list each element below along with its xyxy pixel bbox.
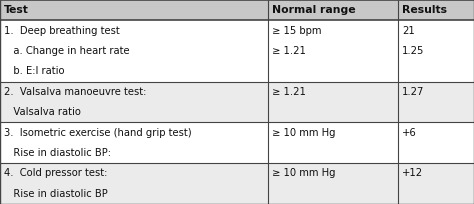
Text: Rise in diastolic BP: Rise in diastolic BP [4,189,108,199]
Text: Test: Test [4,5,28,15]
Text: 1.25: 1.25 [402,46,424,56]
Bar [0,163,474,204]
Text: ≥ 15 bpm: ≥ 15 bpm [272,26,321,36]
Text: ≥ 10 mm Hg: ≥ 10 mm Hg [272,128,335,138]
Bar [0,82,474,122]
Text: Normal range: Normal range [272,5,355,15]
Text: Rise in diastolic BP:: Rise in diastolic BP: [4,148,111,158]
Text: 1.  Deep breathing test: 1. Deep breathing test [4,26,119,36]
Text: Results: Results [402,5,447,15]
Text: b. E:I ratio: b. E:I ratio [4,66,64,76]
Bar [0,122,474,163]
Text: ≥ 10 mm Hg: ≥ 10 mm Hg [272,168,335,178]
Text: +12: +12 [402,168,423,178]
Text: 4.  Cold pressor test:: 4. Cold pressor test: [4,168,107,178]
Text: 3.  Isometric exercise (hand grip test): 3. Isometric exercise (hand grip test) [4,128,191,138]
Bar [0,0,474,20]
Bar [0,20,474,82]
Text: 21: 21 [402,26,415,36]
Text: +6: +6 [402,128,417,138]
Text: 2.  Valsalva manoeuvre test:: 2. Valsalva manoeuvre test: [4,87,146,97]
Text: a. Change in heart rate: a. Change in heart rate [4,46,129,56]
Text: ≥ 1.21: ≥ 1.21 [272,87,305,97]
Text: ≥ 1.21: ≥ 1.21 [272,46,305,56]
Text: Valsalva ratio: Valsalva ratio [4,107,81,117]
Text: 1.27: 1.27 [402,87,424,97]
